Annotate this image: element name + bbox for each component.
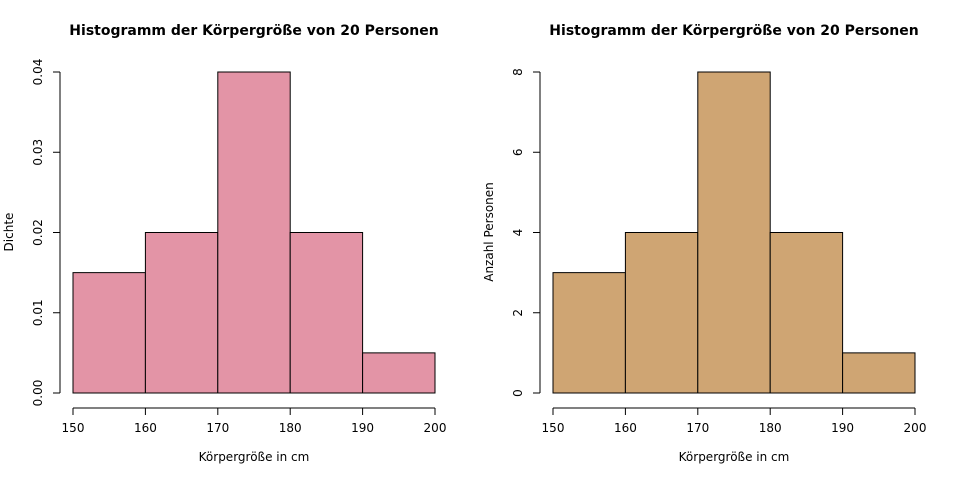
count-histogram-ylabel: Anzahl Personen <box>482 182 496 282</box>
count-histogram-x-tick-label: 190 <box>831 421 854 435</box>
count-histogram-panel: Histogramm der Körpergröße von 20 Person… <box>482 23 926 464</box>
count-histogram-bar-150-160 <box>552 272 626 394</box>
density-histogram-title: Histogramm der Körpergröße von 20 Person… <box>69 23 438 39</box>
count-histogram-x-tick-label: 160 <box>614 421 637 435</box>
density-histogram-y-axis: 0.00 0.01 0.02 0.03 0.04 <box>31 59 61 407</box>
density-histogram-x-tick-label: 190 <box>351 421 374 435</box>
count-histogram-x-tick-label: 170 <box>686 421 709 435</box>
count-histogram-y-tick-label: 0 <box>511 389 525 397</box>
density-histogram-x-axis: 150 160 170 180 190 200 <box>62 407 447 435</box>
count-histogram-y-axis: 0 2 4 6 8 <box>511 68 541 397</box>
density-histogram-x-tick-label: 200 <box>424 421 447 435</box>
count-histogram-bars <box>552 71 916 394</box>
count-histogram-xlabel: Körpergröße in cm <box>679 450 790 464</box>
density-histogram-y-tick-label: 0.00 <box>31 380 45 407</box>
density-histogram-bar-180-190 <box>289 232 364 394</box>
density-histogram-ylabel: Dichte <box>2 213 16 252</box>
count-histogram-x-tick-label: 180 <box>759 421 782 435</box>
count-histogram-bar-170-180 <box>697 71 771 394</box>
density-histogram-x-tick-label: 150 <box>62 421 85 435</box>
count-histogram-x-tick-label: 150 <box>542 421 565 435</box>
density-histogram-bar-160-170 <box>144 232 219 394</box>
count-histogram-bar-190-200 <box>842 352 916 394</box>
density-histogram-y-tick-label: 0.03 <box>31 139 45 166</box>
count-histogram-y-tick-label: 2 <box>511 309 525 317</box>
density-histogram-bar-190-200 <box>362 352 436 394</box>
density-histogram-x-tick-label: 170 <box>206 421 229 435</box>
count-histogram-y-tick-label: 4 <box>511 229 525 237</box>
density-histogram-bars <box>72 71 436 394</box>
density-histogram-bar-150-160 <box>72 272 146 394</box>
count-histogram-x-tick-label: 200 <box>904 421 927 435</box>
density-histogram-xlabel: Körpergröße in cm <box>199 450 310 464</box>
count-histogram-title: Histogramm der Körpergröße von 20 Person… <box>549 23 918 39</box>
count-histogram-bar-160-170 <box>624 232 699 394</box>
density-histogram-y-tick-label: 0.02 <box>31 219 45 246</box>
density-histogram-panel: Histogramm der Körpergröße von 20 Person… <box>2 23 446 464</box>
density-histogram-x-tick-label: 180 <box>279 421 302 435</box>
count-histogram-y-tick-label: 8 <box>511 68 525 76</box>
count-histogram-bar-180-190 <box>769 232 844 394</box>
density-histogram-bar-170-180 <box>217 71 291 394</box>
count-histogram-y-tick-label: 6 <box>511 148 525 156</box>
density-histogram-y-tick-label: 0.01 <box>31 299 45 326</box>
count-histogram-x-axis: 150 160 170 180 190 200 <box>542 407 927 435</box>
density-histogram-x-tick-label: 160 <box>134 421 157 435</box>
density-histogram-y-tick-label: 0.04 <box>31 59 45 86</box>
